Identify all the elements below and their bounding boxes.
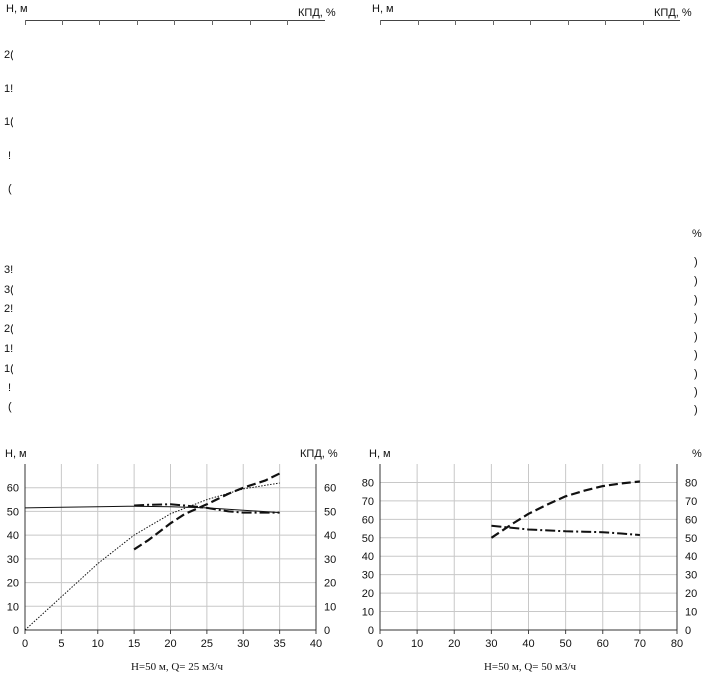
- clipped-tick-label: !: [8, 150, 12, 162]
- y-tick-label-right: 20: [324, 578, 336, 590]
- clipped-tick-label: 1(: [4, 116, 13, 128]
- x-tick-label: 25: [201, 638, 213, 650]
- ylabel-left: Н, м: [369, 448, 391, 460]
- y-tick-label-left: 70: [362, 496, 374, 508]
- y-tick-label-right: 40: [685, 551, 697, 563]
- y-tick-label-right: 10: [324, 601, 336, 613]
- chart-q50: Н, м % H=50 м, Q= 50 м3/ч 0 10 20 30 40 50 60 7…: [362, 448, 702, 673]
- x-tick-label: 20: [448, 638, 460, 650]
- y-tick-label-left: 10: [7, 601, 19, 613]
- clipped-tick-label: (: [8, 401, 12, 413]
- clipped-tick-label: ): [694, 256, 698, 268]
- x-tick-label: 30: [237, 638, 249, 650]
- y-tick-label-left: 40: [362, 551, 374, 563]
- series-line-dotted: [24, 482, 280, 631]
- ylabel-right: %: [692, 448, 702, 460]
- chart-caption: H=50 м, Q= 25 м3/ч: [131, 661, 224, 673]
- upper-left-fragment: Н, м КПД, % 2( 1! 1( ! ( 3! 3( 2! 2( 1! …: [0, 0, 350, 420]
- x-tick-label: 5: [58, 638, 64, 650]
- y-tick-label-right: 60: [685, 514, 697, 526]
- x-tick-label: 60: [597, 638, 609, 650]
- upper-right-fragment: Н, м КПД, % % ) ) ) ) ) ) ) ) ): [354, 0, 707, 420]
- chart-caption: H=50 м, Q= 50 м3/ч: [484, 661, 577, 673]
- ylabel-left: Н, м: [5, 448, 27, 460]
- y-tick-label-right: 50: [685, 533, 697, 545]
- clipped-tick-label: ): [694, 368, 698, 380]
- y-tick-label-left: 50: [7, 506, 19, 518]
- y-tick-label-right: 0: [324, 625, 330, 637]
- y-tick-label-left: 50: [362, 533, 374, 545]
- y-tick-label-right: 20: [685, 588, 697, 600]
- x-tick-label: 10: [411, 638, 423, 650]
- clipped-tick-label: 3(: [4, 284, 13, 296]
- x-tick-label: 10: [92, 638, 104, 650]
- clipped-tick-label: 2(: [4, 323, 13, 335]
- clipped-tick-label: 2!: [4, 303, 13, 315]
- clipped-tick-label: !: [8, 382, 12, 394]
- y-tick-label-right: 30: [324, 554, 336, 566]
- y-tick-label-right: 60: [324, 483, 336, 495]
- clipped-tick-label: ): [694, 331, 698, 343]
- y-tick-label-left: 80: [362, 477, 374, 489]
- clipped-tick-label: ): [694, 294, 698, 306]
- clipped-tick-label: ): [694, 349, 698, 361]
- x-tick-label: 35: [274, 638, 286, 650]
- series-line-dash-dot: [134, 503, 280, 514]
- clipped-tick-label: 1!: [4, 83, 13, 95]
- y-tick-label-right: 50: [324, 506, 336, 518]
- clipped-tick-label: ): [694, 312, 698, 324]
- clipped-tick-label: (: [8, 183, 12, 195]
- x-tick-label: 40: [522, 638, 534, 650]
- y-tick-label-right: 0: [685, 625, 691, 637]
- series-line-dash-dot: [491, 524, 640, 536]
- ylabel-right: КПД, %: [654, 7, 692, 19]
- y-tick-label-left: 10: [362, 607, 374, 619]
- y-tick-label-right: 80: [685, 477, 697, 489]
- y-tick-label-left: 30: [7, 554, 19, 566]
- x-tick-label: 40: [310, 638, 322, 650]
- y-tick-label-left: 0: [368, 625, 374, 637]
- ylabel-left: Н, м: [372, 3, 394, 15]
- x-tick-label: 20: [164, 638, 176, 650]
- y-tick-label-left: 20: [362, 588, 374, 600]
- y-tick-label-left: 60: [362, 514, 374, 526]
- x-tick-label: 15: [128, 638, 140, 650]
- series-line-solid: [24, 505, 280, 514]
- x-tick-label: 0: [22, 638, 28, 650]
- top-axis-line: [25, 20, 325, 21]
- ylabel-right: КПД, %: [298, 7, 336, 19]
- y-tick-label-right: 70: [685, 496, 697, 508]
- ylabel-left: Н, м: [6, 3, 28, 15]
- clipped-tick-label: ): [694, 386, 698, 398]
- grid: [379, 464, 678, 631]
- clipped-tick-label: 3!: [4, 264, 13, 276]
- x-tick-label: 50: [560, 638, 572, 650]
- ylabel-right: КПД, %: [300, 448, 338, 460]
- y-tick-label-right: 40: [324, 530, 336, 542]
- clipped-tick-label: ): [694, 275, 698, 287]
- series-line-dash: [490, 480, 641, 539]
- x-tick-label: 80: [671, 638, 683, 650]
- clipped-tick-label: 1(: [4, 363, 13, 375]
- series-line-dash: [133, 472, 281, 551]
- y-tick-label-left: 20: [7, 578, 19, 590]
- y-tick-label-left: 30: [362, 570, 374, 582]
- x-tick-label: 30: [485, 638, 497, 650]
- clipped-tick-label: 2(: [4, 49, 13, 61]
- grid: [24, 464, 317, 631]
- y-tick-label-right: 30: [685, 570, 697, 582]
- y-tick-label-right: 10: [685, 607, 697, 619]
- x-tick-label: 70: [634, 638, 646, 650]
- clipped-tick-label: ): [694, 404, 698, 416]
- y-tick-label-left: 0: [13, 625, 19, 637]
- x-tick-label: 0: [377, 638, 383, 650]
- y-tick-label-left: 60: [7, 483, 19, 495]
- chart-q25: Н, м КПД, % H=50 м, Q= 25 м3/ч 0 10 20 30 40…: [5, 448, 338, 673]
- clipped-tick-label: %: [692, 228, 702, 240]
- clipped-tick-label: 1!: [4, 343, 13, 355]
- y-tick-label-left: 40: [7, 530, 19, 542]
